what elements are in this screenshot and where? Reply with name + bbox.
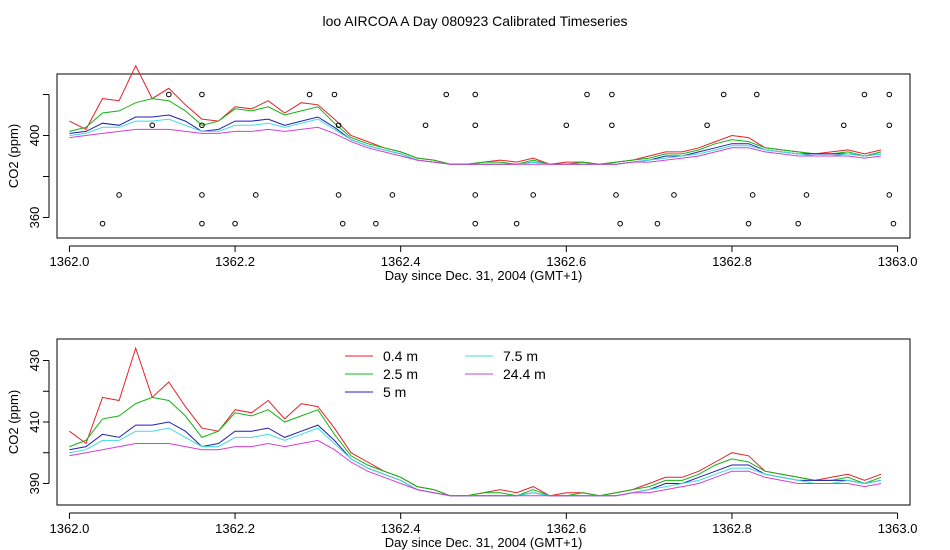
- x-tick-label: 1362.8: [712, 254, 752, 269]
- marker-point: [149, 122, 156, 129]
- marker-point: [840, 122, 847, 129]
- legend-label: 24.4 m: [503, 366, 546, 382]
- series-line-7-5-m: [69, 118, 882, 165]
- marker-point: [886, 192, 893, 198]
- series-line-0-4-m: [69, 64, 882, 165]
- marker-point: [654, 220, 661, 227]
- marker-point: [472, 192, 479, 198]
- y-tick-label: 360: [27, 207, 42, 229]
- series-line-2-5-m: [69, 98, 882, 165]
- marker-point: [749, 192, 756, 198]
- series-line-7-5-m: [69, 427, 882, 497]
- x-tick-label: 1362.6: [546, 254, 586, 269]
- series-line-5-m: [69, 114, 882, 165]
- marker-point: [335, 122, 342, 129]
- x-axis-label: Day since Dec. 31, 2004 (GMT+1): [385, 268, 583, 283]
- marker-point: [232, 220, 238, 227]
- marker-point: [671, 192, 677, 198]
- marker-point: [472, 91, 479, 98]
- marker-point: [753, 91, 760, 98]
- upper-timeseries-panel: 1362.0 1362.2 1362.4 1362.6 1362.8 1363.0 Day …: [6, 64, 918, 283]
- marker-point: [331, 91, 338, 98]
- series-line-24-4-m: [69, 439, 882, 497]
- marker-point: [584, 91, 590, 98]
- x-tick-label: 1363.0: [878, 254, 918, 269]
- y-tick-label: 400: [27, 125, 42, 147]
- marker-point: [795, 220, 801, 227]
- y-tick-label: 390: [27, 473, 42, 495]
- legend-label: 7.5 m: [503, 348, 538, 364]
- marker-point: [422, 122, 429, 129]
- marker-point: [199, 220, 205, 227]
- marker-point: [530, 192, 536, 198]
- x-tick-label: 1362.2: [215, 254, 255, 269]
- series-line-5-m: [69, 421, 882, 497]
- marker-point: [199, 91, 205, 98]
- marker-point: [745, 220, 752, 227]
- marker-point: [513, 220, 520, 227]
- marker-point: [861, 91, 868, 98]
- marker-point: [720, 91, 727, 98]
- marker-point: [443, 91, 450, 98]
- marker-point: [563, 122, 570, 129]
- figure-title: loo AIRCOA A Day 080923 Calibrated Times…: [322, 13, 627, 29]
- marker-point: [704, 122, 710, 129]
- lower-timeseries-panel: 1362.0 1362.2 1362.4 1362.6 1362.8 1363.0 Day …: [6, 338, 918, 550]
- marker-point: [472, 220, 479, 227]
- legend-label: 0.4 m: [383, 348, 418, 364]
- marker-point: [199, 192, 205, 198]
- marker-point: [890, 220, 897, 227]
- legend-label: 5 m: [383, 384, 406, 400]
- marker-point: [306, 91, 313, 98]
- x-tick-label: 1362.4: [381, 521, 421, 536]
- marker-point: [389, 192, 396, 198]
- x-tick-label: 1363.0: [878, 521, 918, 536]
- series-line-0-4-m: [69, 346, 882, 497]
- legend-label: 2.5 m: [383, 366, 418, 382]
- marker-point: [613, 192, 619, 198]
- marker-point: [116, 192, 122, 198]
- series-line-2-5-m: [69, 396, 882, 497]
- plot-frame: [56, 73, 911, 239]
- marker-point: [252, 192, 259, 198]
- x-tick-label: 1362.6: [546, 521, 586, 536]
- x-tick-label: 1362.0: [50, 521, 90, 536]
- series-line-24-4-m: [69, 126, 882, 165]
- marker-point: [373, 220, 379, 227]
- marker-point: [803, 192, 810, 198]
- x-tick-label: 1362.4: [381, 254, 421, 269]
- x-axis-label: Day since Dec. 31, 2004 (GMT+1): [385, 535, 583, 550]
- y-tick-label: 410: [27, 411, 42, 433]
- y-axis-label: CO2 (ppm): [6, 390, 21, 454]
- marker-point: [472, 122, 479, 129]
- marker-point: [199, 122, 205, 129]
- x-tick-label: 1362.2: [215, 521, 255, 536]
- marker-point: [339, 220, 346, 227]
- marker-point: [99, 220, 106, 227]
- marker-point: [166, 91, 172, 98]
- y-tick-label: 430: [27, 350, 42, 372]
- x-tick-label: 1362.0: [50, 254, 90, 269]
- y-axis-label: CO2 (ppm): [6, 124, 21, 188]
- marker-point: [886, 91, 893, 98]
- marker-point: [335, 192, 342, 198]
- marker-point: [609, 122, 615, 129]
- marker-point: [617, 220, 623, 227]
- x-tick-label: 1362.8: [712, 521, 752, 536]
- plot-frame: [56, 338, 911, 506]
- marker-point: [886, 122, 893, 129]
- marker-point: [609, 91, 615, 98]
